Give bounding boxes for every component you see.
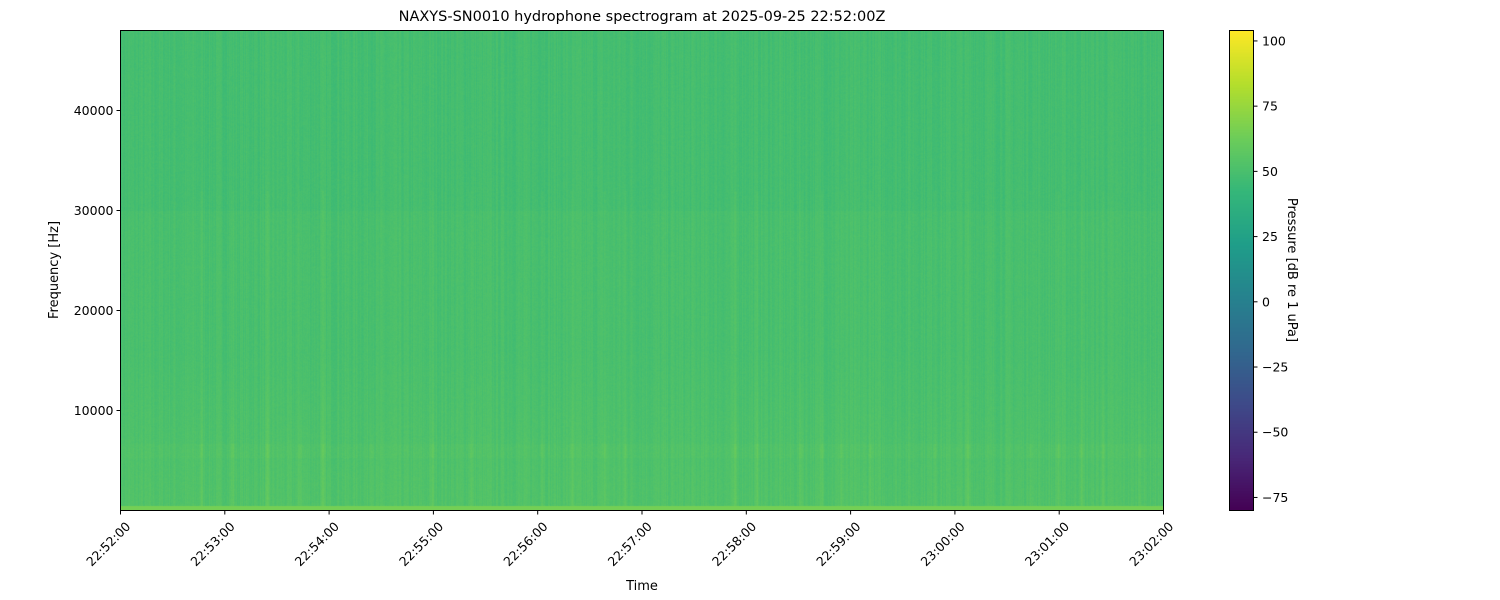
colorbar-tick-label: 0 [1262,294,1270,309]
chart-title: NAXYS-SN0010 hydrophone spectrogram at 2… [399,9,886,25]
colorbar-gradient [1230,31,1253,510]
colorbar-tick-label: 75 [1262,99,1278,114]
y-tick-label: 30000 [74,203,114,218]
y-tick-label: 10000 [74,403,114,418]
x-tick-label: 23:00:00 [918,519,968,569]
x-tick-label: 22:58:00 [709,519,759,569]
x-tick-label: 22:54:00 [292,519,342,569]
y-axis-label: Frequency [Hz] [47,221,62,319]
x-tick-label: 22:57:00 [605,519,655,569]
x-tick-label: 22:52:00 [83,519,133,569]
colorbar-tick-label: −75 [1262,490,1288,505]
x-tick-label: 22:59:00 [813,519,863,569]
x-tick-label: 22:56:00 [500,519,550,569]
x-tick-label: 22:53:00 [187,519,237,569]
spectrogram-heatmap [121,31,1164,510]
plot-frame [120,30,1164,511]
colorbar-tick-label: −25 [1262,360,1288,375]
colorbar-tick-label: 50 [1262,164,1278,179]
y-tick-label: 20000 [74,303,114,318]
x-tick-label: 23:01:00 [1022,519,1072,569]
colorbar-frame [1229,30,1254,511]
colorbar-tick-label: 100 [1262,33,1286,48]
colorbar-label: Pressure [dB re 1 uPa] [1284,198,1299,342]
y-tick-label: 40000 [74,103,114,118]
colorbar-tick-label: −50 [1262,425,1288,440]
x-tick-label: 23:02:00 [1126,519,1176,569]
colorbar-tick-label: 25 [1262,229,1278,244]
x-axis-label: Time [625,579,658,594]
x-tick-label: 22:55:00 [396,519,446,569]
